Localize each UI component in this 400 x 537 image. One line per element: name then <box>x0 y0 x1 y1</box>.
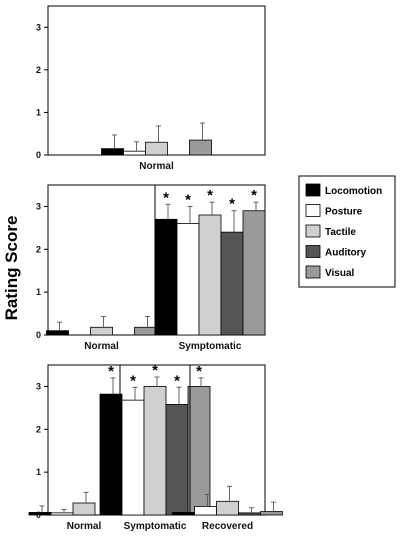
group-label: Symptomatic <box>179 341 242 352</box>
y-tick-label: 3 <box>36 201 41 211</box>
bar-visual <box>189 139 212 156</box>
group-label: Symptomatic <box>124 521 187 532</box>
legend: Locomotion Posture Tactile Auditory Visual <box>298 175 396 288</box>
bar-tactile <box>72 502 96 516</box>
significance-star: * <box>196 363 202 380</box>
significance-star: * <box>130 372 136 389</box>
bar-posture <box>194 506 217 516</box>
significance-star: * <box>251 187 257 204</box>
significance-star: * <box>152 362 158 379</box>
bar-posture <box>176 223 200 336</box>
legend-swatch <box>305 183 321 197</box>
legend-entry: Posture <box>325 207 363 218</box>
significance-star: * <box>163 189 169 206</box>
bar-posture <box>50 512 74 516</box>
plot-frame <box>47 5 266 156</box>
bar-visual <box>260 511 283 516</box>
bar-auditory <box>220 231 244 336</box>
legend-swatch <box>305 265 321 279</box>
significance-star: * <box>174 372 180 389</box>
bar-tactile <box>143 386 167 516</box>
significance-star: * <box>207 187 213 204</box>
bar-visual <box>187 386 211 516</box>
legend-entry: Auditory <box>325 248 367 259</box>
y-tick-label: 3 <box>36 381 41 391</box>
bar-auditory <box>238 512 261 516</box>
y-tick-label: 1 <box>36 107 41 117</box>
significance-star: * <box>185 191 191 208</box>
bar-locomotion <box>46 330 69 336</box>
y-tick-label: 2 <box>36 244 41 254</box>
bar-tactile <box>198 214 222 336</box>
y-axis-label: Rating Score <box>2 216 21 321</box>
legend-entry: Tactile <box>325 227 356 238</box>
bar-tactile <box>216 500 239 516</box>
group-label: Normal <box>139 161 174 172</box>
bar-auditory <box>165 404 189 516</box>
bar-locomotion <box>99 393 123 516</box>
group-label: Normal <box>84 341 119 352</box>
legend-swatch <box>305 224 321 238</box>
panel-1: 0 1 2 3 Normal <box>36 5 266 172</box>
bar-locomotion <box>154 218 178 336</box>
legend-entry: Locomotion <box>325 186 382 197</box>
panel-2: 0 1 2 3 Normal Symptomatic * * * * * <box>36 184 266 352</box>
bar-locomotion <box>172 512 195 516</box>
group-label: Normal <box>67 521 102 532</box>
y-tick-label: 3 <box>36 22 41 32</box>
chart-panels: 0123Normal0123NormalSymptomatic*****0123… <box>28 5 283 532</box>
group-label: Recovered <box>202 521 253 532</box>
bar-tactile <box>90 326 113 336</box>
legend-entry: Visual <box>325 268 354 279</box>
y-tick-label: 2 <box>36 424 41 434</box>
legend-swatch <box>305 204 321 217</box>
significance-star: * <box>108 363 114 380</box>
legend-swatch <box>305 245 321 258</box>
bar-visual <box>242 210 266 336</box>
y-tick-label: 0 <box>36 150 41 160</box>
y-tick-label: 1 <box>36 287 41 297</box>
significance-star: * <box>229 196 235 213</box>
bar-locomotion <box>101 148 124 156</box>
bar-posture <box>121 399 145 516</box>
y-tick-label: 0 <box>36 330 41 340</box>
bar-locomotion <box>28 512 52 516</box>
bar-visual <box>134 326 157 336</box>
bar-tactile <box>145 141 168 156</box>
bar-posture <box>123 150 146 156</box>
y-tick-label: 2 <box>36 65 41 75</box>
y-tick-label: 1 <box>36 467 41 477</box>
